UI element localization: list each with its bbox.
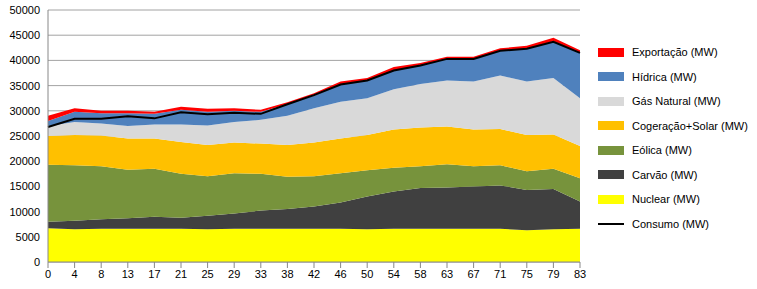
svg-text:54: 54 <box>388 268 400 280</box>
svg-text:29: 29 <box>228 268 240 280</box>
html-text:Eólica (MW): Eólica (MW) <box>632 144 692 157</box>
svg-text:38: 38 <box>281 268 293 280</box>
html-text:Consumo (MW): Consumo (MW) <box>632 217 709 230</box>
svg-text:83: 83 <box>574 268 586 280</box>
html-text:Cogeração+Solar (MW): Cogeração+Solar (MW) <box>632 119 748 132</box>
svg-text:50000: 50000 <box>9 4 40 16</box>
svg-text:35000: 35000 <box>9 80 40 92</box>
svg-text:15000: 15000 <box>9 180 40 192</box>
svg-text:0: 0 <box>34 256 40 268</box>
html-text:Nuclear (MW): Nuclear (MW) <box>632 193 700 206</box>
svg-text:79: 79 <box>547 268 559 280</box>
svg-text:45000: 45000 <box>9 29 40 41</box>
html-text:Gás Natural (MW): Gás Natural (MW) <box>632 95 721 108</box>
svg-text:71: 71 <box>494 268 506 280</box>
svg-text:46: 46 <box>334 268 346 280</box>
svg-text:8: 8 <box>98 268 104 280</box>
svg-text:25: 25 <box>201 268 213 280</box>
svg-text:5000: 5000 <box>16 231 40 243</box>
html-text:Exportação (MW): Exportação (MW) <box>632 46 718 59</box>
svg-text:0: 0 <box>45 268 51 280</box>
svg-text:75: 75 <box>521 268 533 280</box>
svg-text:58: 58 <box>414 268 426 280</box>
svg-text:67: 67 <box>467 268 479 280</box>
svg-text:40000: 40000 <box>9 54 40 66</box>
html-text:Carvão (MW): Carvão (MW) <box>632 168 698 181</box>
svg-text:30000: 30000 <box>9 105 40 117</box>
svg-text:10000: 10000 <box>9 206 40 218</box>
svg-text:50: 50 <box>361 268 373 280</box>
svg-text:20000: 20000 <box>9 155 40 167</box>
html-text:Hídrica (MW): Hídrica (MW) <box>632 70 697 83</box>
svg-text:21: 21 <box>175 268 187 280</box>
svg-text:33: 33 <box>255 268 267 280</box>
svg-text:17: 17 <box>148 268 160 280</box>
svg-text:42: 42 <box>308 268 320 280</box>
svg-text:63: 63 <box>441 268 453 280</box>
svg-text:4: 4 <box>72 268 78 280</box>
svg-text:13: 13 <box>122 268 134 280</box>
svg-text:25000: 25000 <box>9 130 40 142</box>
